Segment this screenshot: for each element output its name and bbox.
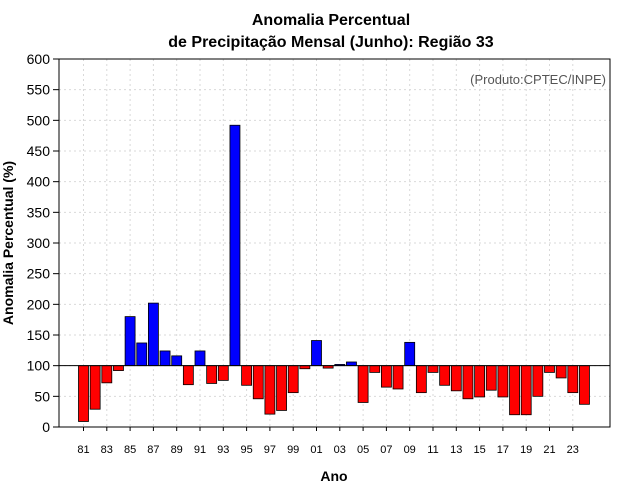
x-tick-label: 99 bbox=[287, 444, 299, 456]
x-tick-label: 87 bbox=[147, 444, 159, 456]
x-tick-label: 01 bbox=[310, 444, 322, 456]
chart-title-line-2: de Precipitação Mensal (Junho): Região 3… bbox=[168, 34, 494, 51]
y-tick-label: 250 bbox=[27, 266, 51, 282]
bar-83 bbox=[101, 365, 113, 384]
y-tick-label: 300 bbox=[27, 235, 51, 251]
source-note: (Produto:CPTEC/INPE) bbox=[470, 72, 606, 87]
y-tick-label: 150 bbox=[27, 327, 51, 343]
bar-08 bbox=[392, 365, 404, 390]
bar-16 bbox=[485, 365, 497, 391]
bar-88 bbox=[159, 350, 171, 367]
x-tick-label: 05 bbox=[357, 444, 369, 456]
x-tick-label: 81 bbox=[77, 444, 89, 456]
bar-21 bbox=[544, 365, 555, 373]
bar-17 bbox=[497, 365, 509, 398]
x-tick-label: 23 bbox=[567, 444, 579, 456]
y-tick-label: 0 bbox=[42, 419, 50, 435]
bar-24 bbox=[579, 365, 590, 405]
x-tick-label: 07 bbox=[380, 444, 392, 456]
bar-81 bbox=[78, 365, 89, 422]
bar-86 bbox=[136, 342, 148, 367]
y-tick-label: 200 bbox=[27, 296, 51, 312]
bar-05 bbox=[357, 365, 369, 403]
bar-11 bbox=[427, 365, 439, 373]
x-tick-label: 11 bbox=[427, 444, 438, 456]
bar-98 bbox=[276, 365, 287, 411]
bar-18 bbox=[509, 365, 520, 416]
bar-92 bbox=[206, 365, 218, 384]
bar-97 bbox=[264, 365, 276, 415]
bar-94 bbox=[229, 124, 241, 367]
bar-15 bbox=[474, 365, 486, 398]
bar-07 bbox=[380, 365, 392, 388]
bar-90 bbox=[182, 365, 194, 386]
x-tick-label: 91 bbox=[194, 444, 206, 456]
bar-09 bbox=[404, 341, 416, 367]
bar-96 bbox=[252, 365, 264, 400]
bar-93 bbox=[217, 365, 229, 381]
y-tick-label: 400 bbox=[27, 174, 51, 190]
x-tick-label: 21 bbox=[543, 444, 555, 456]
y-tick-label: 500 bbox=[27, 112, 51, 128]
bar-89 bbox=[171, 355, 183, 367]
bar-10 bbox=[415, 365, 427, 394]
x-axis-label: Ano bbox=[320, 468, 347, 484]
bar-85 bbox=[124, 316, 136, 367]
y-axis: 0 50 100 150 200 250 300 350 400 450 500 550 600 bbox=[27, 51, 59, 435]
x-tick-label: 15 bbox=[473, 444, 485, 456]
x-tick-label: 97 bbox=[264, 444, 276, 456]
x-tick-label: 17 bbox=[497, 444, 509, 456]
bar-14 bbox=[462, 365, 474, 400]
y-axis-label: Anomalia Percentual (%) bbox=[0, 161, 16, 325]
bar-01 bbox=[311, 340, 322, 367]
y-tick-label: 50 bbox=[34, 388, 50, 404]
x-tick-label: 19 bbox=[520, 444, 532, 456]
y-tick-label: 450 bbox=[27, 143, 51, 159]
bar-82 bbox=[89, 365, 101, 410]
x-tick-label: 03 bbox=[334, 444, 346, 456]
x-tick-label: 13 bbox=[450, 444, 462, 456]
x-tick-label: 89 bbox=[171, 444, 183, 456]
bar-99 bbox=[287, 365, 299, 394]
y-tick-label: 600 bbox=[27, 51, 51, 67]
x-tick-label: 85 bbox=[124, 444, 136, 456]
x-tick-label: 95 bbox=[240, 444, 252, 456]
bar-91 bbox=[194, 350, 206, 367]
y-tick-label: 100 bbox=[27, 358, 51, 374]
x-tick-label: 83 bbox=[101, 444, 113, 456]
chart-title-line-1: Anomalia Percentual bbox=[252, 12, 410, 29]
y-tick-label: 550 bbox=[27, 82, 51, 98]
bar-20 bbox=[532, 365, 544, 397]
bar-23 bbox=[567, 365, 579, 394]
bar-12 bbox=[439, 365, 451, 386]
bar-95 bbox=[241, 365, 253, 386]
bar-06 bbox=[369, 365, 381, 373]
x-tick-label: 93 bbox=[217, 444, 229, 456]
y-tick-label: 350 bbox=[27, 204, 51, 220]
bar-19 bbox=[520, 365, 532, 416]
bar-84 bbox=[113, 365, 124, 371]
bar-22 bbox=[555, 365, 567, 379]
bar-04 bbox=[346, 361, 357, 367]
bars bbox=[78, 124, 590, 422]
x-axis: 81 83 85 87 89 91 93 95 97 99 01 03 05 07 09 11 13 15 17 19… bbox=[77, 427, 579, 456]
bar-87 bbox=[147, 302, 159, 367]
bar-13 bbox=[450, 365, 462, 392]
x-tick-label: 09 bbox=[404, 444, 416, 456]
